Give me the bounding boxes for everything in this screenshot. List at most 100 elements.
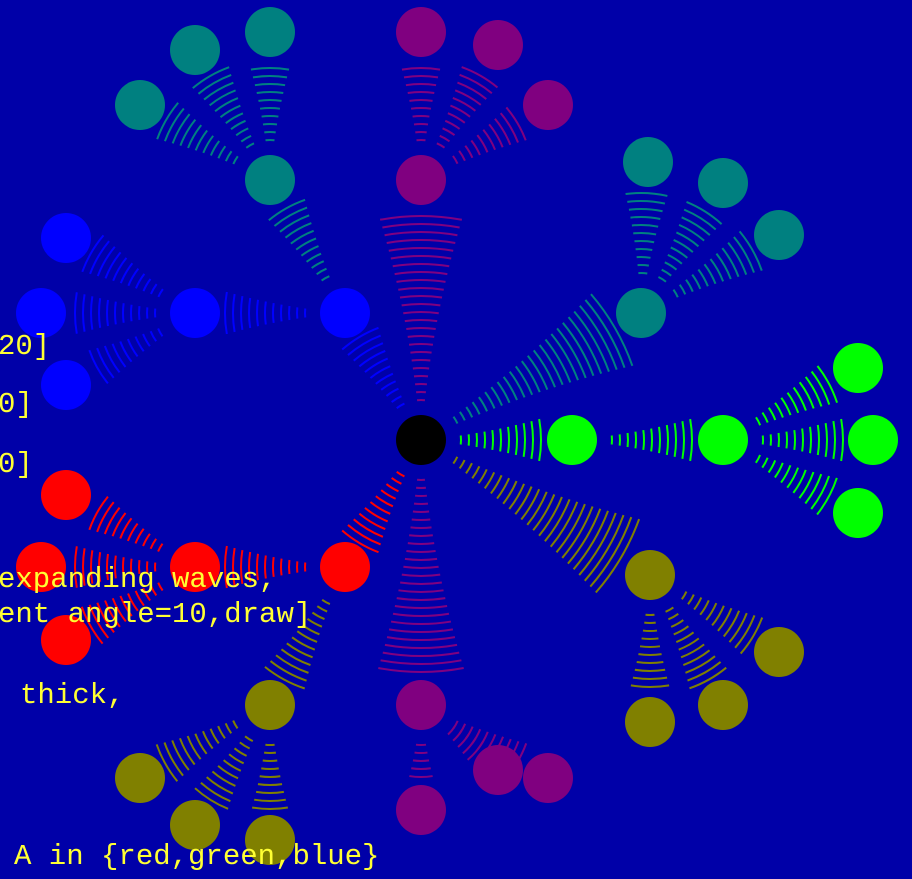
wave-arc [358,512,386,531]
wave-arc [409,534,433,537]
wave-arc [824,422,828,458]
wave-arc [392,612,450,617]
wave-arc [641,637,659,640]
wave-arc [256,299,259,327]
node [698,680,748,730]
code-line: 0] [0,448,33,481]
wave-arc [442,127,456,136]
wave-arc [232,155,239,165]
wave-arc [709,258,725,282]
wave-arc [103,506,121,535]
wave-arc [810,475,830,510]
wave-arc [112,257,128,282]
wave-arc [142,533,151,547]
wave-arc [200,781,231,803]
wave-arc [628,208,663,213]
wave-arc [122,303,125,323]
wave-arc [579,305,618,370]
wave-arc [134,528,145,544]
wave-arc [407,335,435,338]
wave-arc [634,668,666,672]
wave-arc [711,605,725,627]
wave-arc [675,631,695,643]
wave-arc [240,134,252,143]
wave-arc [126,338,139,358]
wave-arc [214,97,239,113]
wave-arc [396,597,446,601]
wave-arc [491,430,494,450]
wave-arc [230,119,246,131]
wave-arc [321,275,330,282]
wave-arc [96,501,115,533]
node [396,680,446,730]
wave-arc [452,416,459,424]
wave-arc [785,431,788,449]
wave-arc [81,234,105,273]
wave-arc [305,252,322,263]
wave-arc [590,293,634,367]
wave-arc [457,733,470,748]
wave-arc [225,112,244,124]
wave-arc [209,728,220,744]
wave-arc [375,495,394,508]
wave-arc [670,246,688,259]
node [698,415,748,465]
wave-arc [206,776,234,795]
wave-arc [562,322,595,377]
wave-arc [163,107,185,142]
node [754,210,804,260]
wave-arc [106,299,109,327]
wave-arc [464,145,474,159]
wave-arc [256,553,259,581]
wave-arc [130,558,133,576]
wave-arc [232,293,236,333]
wave-arc [194,733,208,755]
wave-arc [401,67,441,71]
wave-arc [403,311,439,315]
wave-arc [192,66,230,89]
wave-arc [664,261,678,271]
wave-arc [634,431,637,449]
wave-arc [508,371,526,398]
wave-arc [780,397,792,416]
wave-arc [219,104,241,118]
wave-arc [119,341,133,363]
node [16,288,66,338]
wave-arc [398,287,444,291]
wave-arc [390,620,452,625]
wave-arc [496,381,511,404]
node [473,745,523,795]
code-line: thick, [20,679,124,712]
wave-arc [721,247,740,278]
nodes [16,7,898,865]
wave-arc [670,619,684,628]
code-line: A in {red,green,blue} [14,840,379,873]
wave-arc [496,477,510,500]
wave-arc [532,349,556,388]
wave-arc [650,428,653,452]
wave-arc [466,741,484,761]
wave-arc [203,81,234,101]
wave-arc [142,587,151,602]
wave-arc [142,278,152,292]
wave-arc [488,123,504,148]
wave-arc [380,380,397,391]
wave-arc [699,599,710,616]
node [170,25,220,75]
wave-arc [394,271,448,276]
wave-arc [122,557,125,577]
wave-arc [149,585,158,597]
node [245,815,295,865]
wave-arc [88,349,109,385]
wave-arc [635,248,653,251]
wave-arc [667,253,683,265]
wave-arc [224,150,233,162]
wave-arc [665,606,674,613]
wave-arc [452,456,459,465]
wave-arc [786,392,800,414]
wave-arc [816,365,839,404]
wave-arc [259,775,281,778]
wave-arc [88,604,110,639]
node [41,470,91,520]
